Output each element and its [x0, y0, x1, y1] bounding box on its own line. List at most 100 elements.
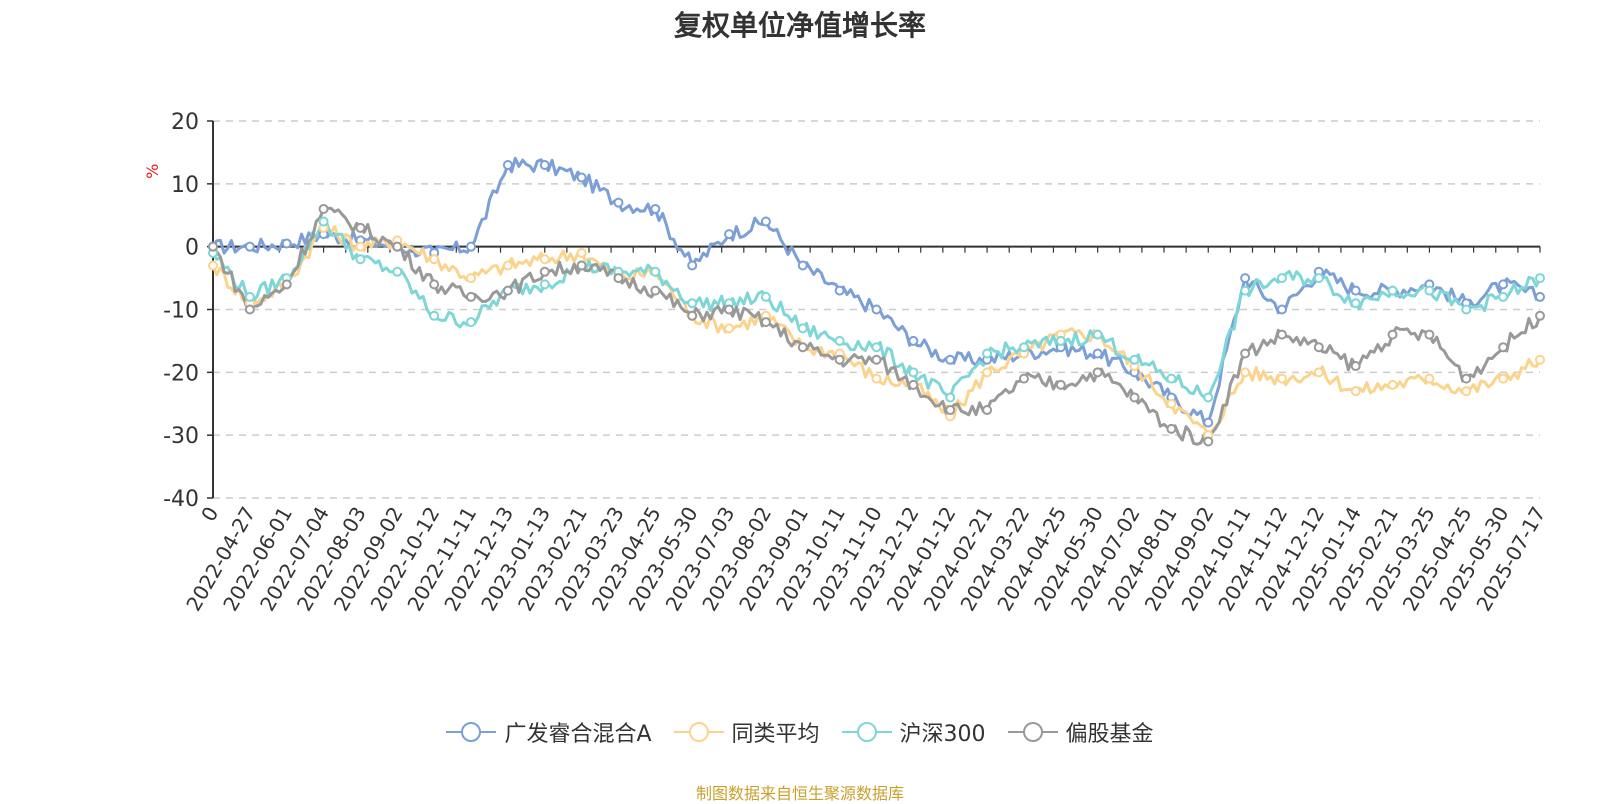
data-point[interactable] [871, 373, 882, 384]
data-point[interactable] [1498, 373, 1509, 384]
legend-item-2[interactable]: 沪深300 [841, 716, 986, 748]
data-point[interactable] [871, 304, 882, 315]
data-point[interactable] [1166, 423, 1177, 434]
data-point[interactable] [834, 285, 845, 296]
data-point[interactable] [797, 342, 808, 353]
data-point[interactable] [208, 260, 218, 271]
data-point[interactable] [466, 241, 477, 252]
data-point[interactable] [945, 392, 956, 403]
data-point[interactable] [1313, 342, 1324, 353]
data-point[interactable] [724, 323, 735, 334]
data-point[interactable] [1424, 373, 1435, 384]
data-point[interactable] [1424, 285, 1435, 296]
data-point[interactable] [1276, 329, 1287, 340]
data-point[interactable] [1498, 342, 1509, 353]
data-point[interactable] [244, 291, 255, 302]
data-point[interactable] [1203, 436, 1214, 447]
data-point[interactable] [318, 216, 329, 227]
data-point[interactable] [1350, 361, 1361, 372]
data-point[interactable] [392, 241, 403, 252]
data-point[interactable] [244, 304, 255, 315]
data-point[interactable] [724, 304, 735, 315]
data-point[interactable] [539, 159, 550, 170]
data-point[interactable] [1092, 348, 1103, 359]
data-point[interactable] [687, 260, 698, 271]
data-point[interactable] [355, 254, 366, 265]
data-point[interactable] [429, 279, 440, 290]
data-point[interactable] [1276, 373, 1287, 384]
data-point[interactable] [760, 216, 771, 227]
data-point[interactable] [871, 342, 882, 353]
data-point[interactable] [1535, 310, 1545, 321]
data-point[interactable] [908, 379, 919, 390]
data-point[interactable] [466, 273, 477, 284]
data-point[interactable] [1055, 335, 1066, 346]
data-point[interactable] [1129, 354, 1140, 365]
data-point[interactable] [1498, 291, 1509, 302]
data-point[interactable] [429, 254, 440, 265]
data-point[interactable] [797, 260, 808, 271]
data-point[interactable] [834, 354, 845, 365]
data-point[interactable] [1092, 367, 1103, 378]
data-point[interactable] [908, 367, 919, 378]
data-point[interactable] [355, 222, 366, 233]
data-point[interactable] [871, 354, 882, 365]
data-point[interactable] [1498, 279, 1509, 290]
legend-item-0[interactable]: 广发睿合混合A [446, 716, 652, 748]
data-point[interactable] [760, 317, 771, 328]
data-point[interactable] [1387, 329, 1398, 340]
data-point[interactable] [392, 266, 403, 277]
data-point[interactable] [208, 241, 218, 252]
data-point[interactable] [539, 254, 550, 265]
data-point[interactable] [650, 203, 661, 214]
data-point[interactable] [1535, 354, 1545, 365]
data-point[interactable] [1276, 304, 1287, 315]
data-point[interactable] [1166, 373, 1177, 384]
data-point[interactable] [355, 241, 366, 252]
data-point[interactable] [650, 266, 661, 277]
data-point[interactable] [650, 285, 661, 296]
data-point[interactable] [1350, 386, 1361, 397]
data-point[interactable] [1240, 348, 1251, 359]
legend-item-3[interactable]: 偏股基金 [1007, 716, 1154, 748]
data-point[interactable] [760, 291, 771, 302]
data-point[interactable] [945, 354, 956, 365]
data-point[interactable] [945, 405, 956, 416]
data-point[interactable] [982, 405, 993, 416]
data-point[interactable] [834, 335, 845, 346]
data-point[interactable] [1276, 273, 1287, 284]
data-point[interactable] [576, 247, 587, 258]
data-point[interactable] [576, 172, 587, 183]
data-point[interactable] [1018, 342, 1029, 353]
data-point[interactable] [687, 310, 698, 321]
data-point[interactable] [1055, 379, 1066, 390]
data-point[interactable] [687, 298, 698, 309]
data-point[interactable] [1535, 291, 1545, 302]
data-point[interactable] [1018, 373, 1029, 384]
data-point[interactable] [1240, 367, 1251, 378]
data-point[interactable] [281, 279, 292, 290]
data-point[interactable] [1313, 367, 1324, 378]
data-point[interactable] [1240, 273, 1251, 284]
data-point[interactable] [244, 241, 255, 252]
data-point[interactable] [1387, 379, 1398, 390]
data-point[interactable] [1240, 285, 1251, 296]
data-point[interactable] [1461, 373, 1472, 384]
data-point[interactable] [466, 317, 477, 328]
data-point[interactable] [982, 367, 993, 378]
data-point[interactable] [576, 260, 587, 271]
data-point[interactable] [797, 323, 808, 334]
data-point[interactable] [1092, 329, 1103, 340]
data-point[interactable] [1461, 386, 1472, 397]
data-point[interactable] [1203, 417, 1214, 428]
data-point[interactable] [502, 285, 513, 296]
data-point[interactable] [502, 159, 513, 170]
data-point[interactable] [1424, 329, 1435, 340]
data-point[interactable] [1129, 392, 1140, 403]
data-point[interactable] [1166, 398, 1177, 409]
data-point[interactable] [539, 279, 550, 290]
data-point[interactable] [539, 266, 550, 277]
data-point[interactable] [724, 229, 735, 240]
data-point[interactable] [1203, 392, 1214, 403]
data-point[interactable] [1350, 285, 1361, 296]
